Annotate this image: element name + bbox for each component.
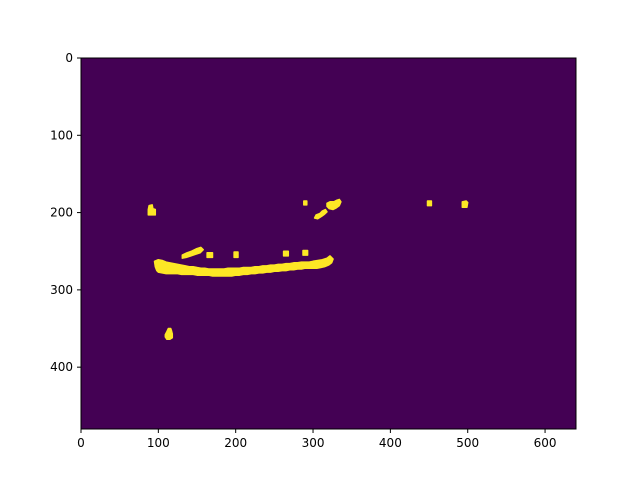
x-tick-label: 600 bbox=[534, 436, 557, 450]
x-tick-label: 100 bbox=[147, 436, 170, 450]
x-tick-label: 400 bbox=[379, 436, 402, 450]
y-axis: 0 100 200 300 400 bbox=[50, 51, 81, 374]
y-tick-label: 400 bbox=[50, 360, 73, 374]
region-blob-k bbox=[302, 249, 309, 256]
region-blob-f bbox=[426, 200, 433, 207]
region-blob-a bbox=[147, 204, 157, 216]
y-tick-label: 0 bbox=[65, 51, 73, 65]
heatmap-background bbox=[81, 58, 576, 429]
y-tick-label: 200 bbox=[50, 206, 73, 220]
x-tick-label: 200 bbox=[224, 436, 247, 450]
region-upper-arc bbox=[181, 246, 204, 259]
x-tick-label: 0 bbox=[77, 436, 85, 450]
foreground-regions bbox=[147, 198, 469, 341]
x-axis: 0 100 200 300 400 500 600 bbox=[77, 429, 557, 450]
region-blob-b bbox=[164, 327, 174, 341]
y-tick-label: 300 bbox=[50, 283, 73, 297]
region-blob-e bbox=[326, 198, 342, 211]
x-tick-label: 300 bbox=[302, 436, 325, 450]
y-tick-label: 100 bbox=[50, 128, 73, 142]
region-blob-i bbox=[206, 252, 214, 259]
region-blob-j bbox=[282, 250, 290, 257]
x-tick-label: 500 bbox=[456, 436, 479, 450]
plot-area bbox=[80, 57, 577, 430]
region-blob-h bbox=[233, 251, 239, 259]
region-blob-c bbox=[303, 200, 308, 206]
plot-frame bbox=[80, 57, 577, 430]
region-blob-g bbox=[461, 200, 469, 208]
region-main-band bbox=[153, 255, 334, 277]
region-blob-d bbox=[313, 208, 328, 220]
